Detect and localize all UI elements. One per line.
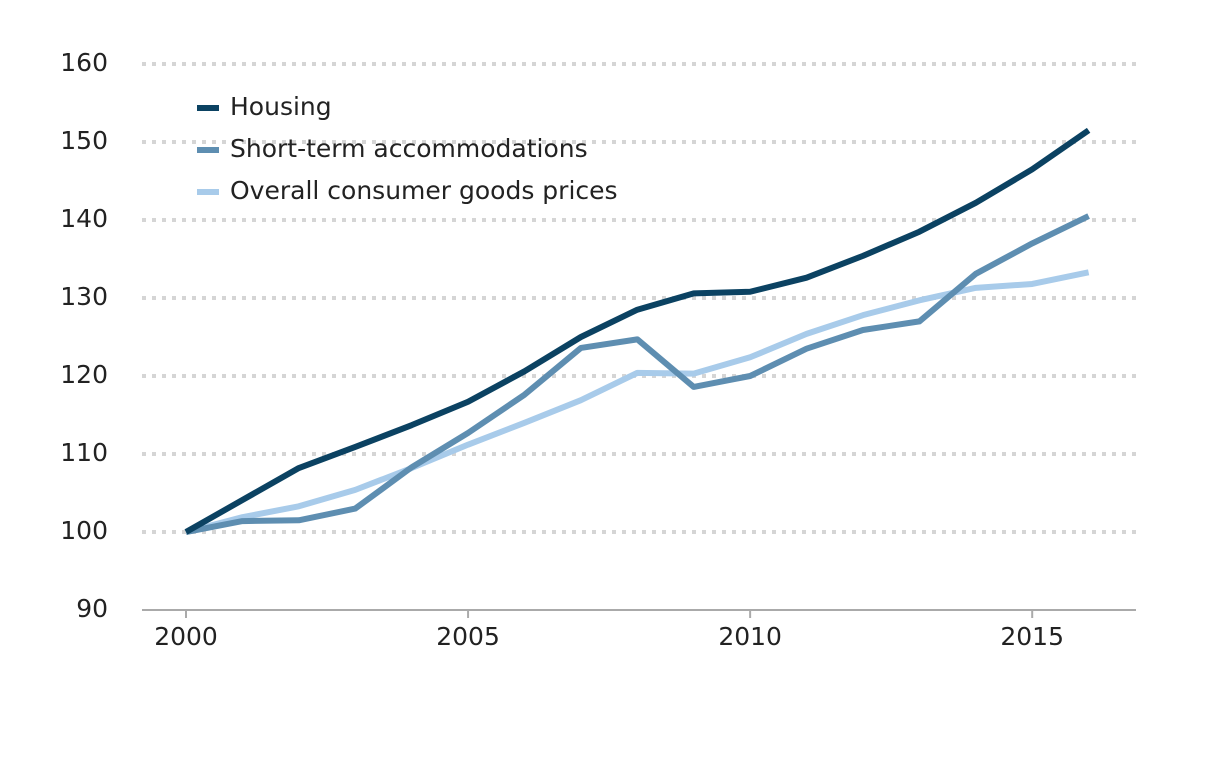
legend-label: Overall consumer goods prices [230,176,618,205]
series-line [185,213,1090,535]
x-tick-label: 2015 [1000,622,1064,651]
y-tick-label: 130 [60,282,108,311]
y-tick-label: 110 [60,438,108,467]
legend-label: Short-term accommodations [230,134,588,163]
y-tick-label: 120 [60,360,108,389]
x-tick-label: 2010 [718,622,782,651]
x-tick-label: 2005 [436,622,500,651]
y-tick-label: 140 [60,204,108,233]
x-tick-label: 2000 [154,622,218,651]
legend-label: Housing [230,92,332,121]
y-tick-label: 160 [60,48,108,77]
y-tick-label: 100 [60,516,108,545]
series-line [185,269,1090,535]
series-line [184,127,1091,535]
y-tick-label: 150 [60,126,108,155]
y-tick-label: 90 [76,594,108,623]
